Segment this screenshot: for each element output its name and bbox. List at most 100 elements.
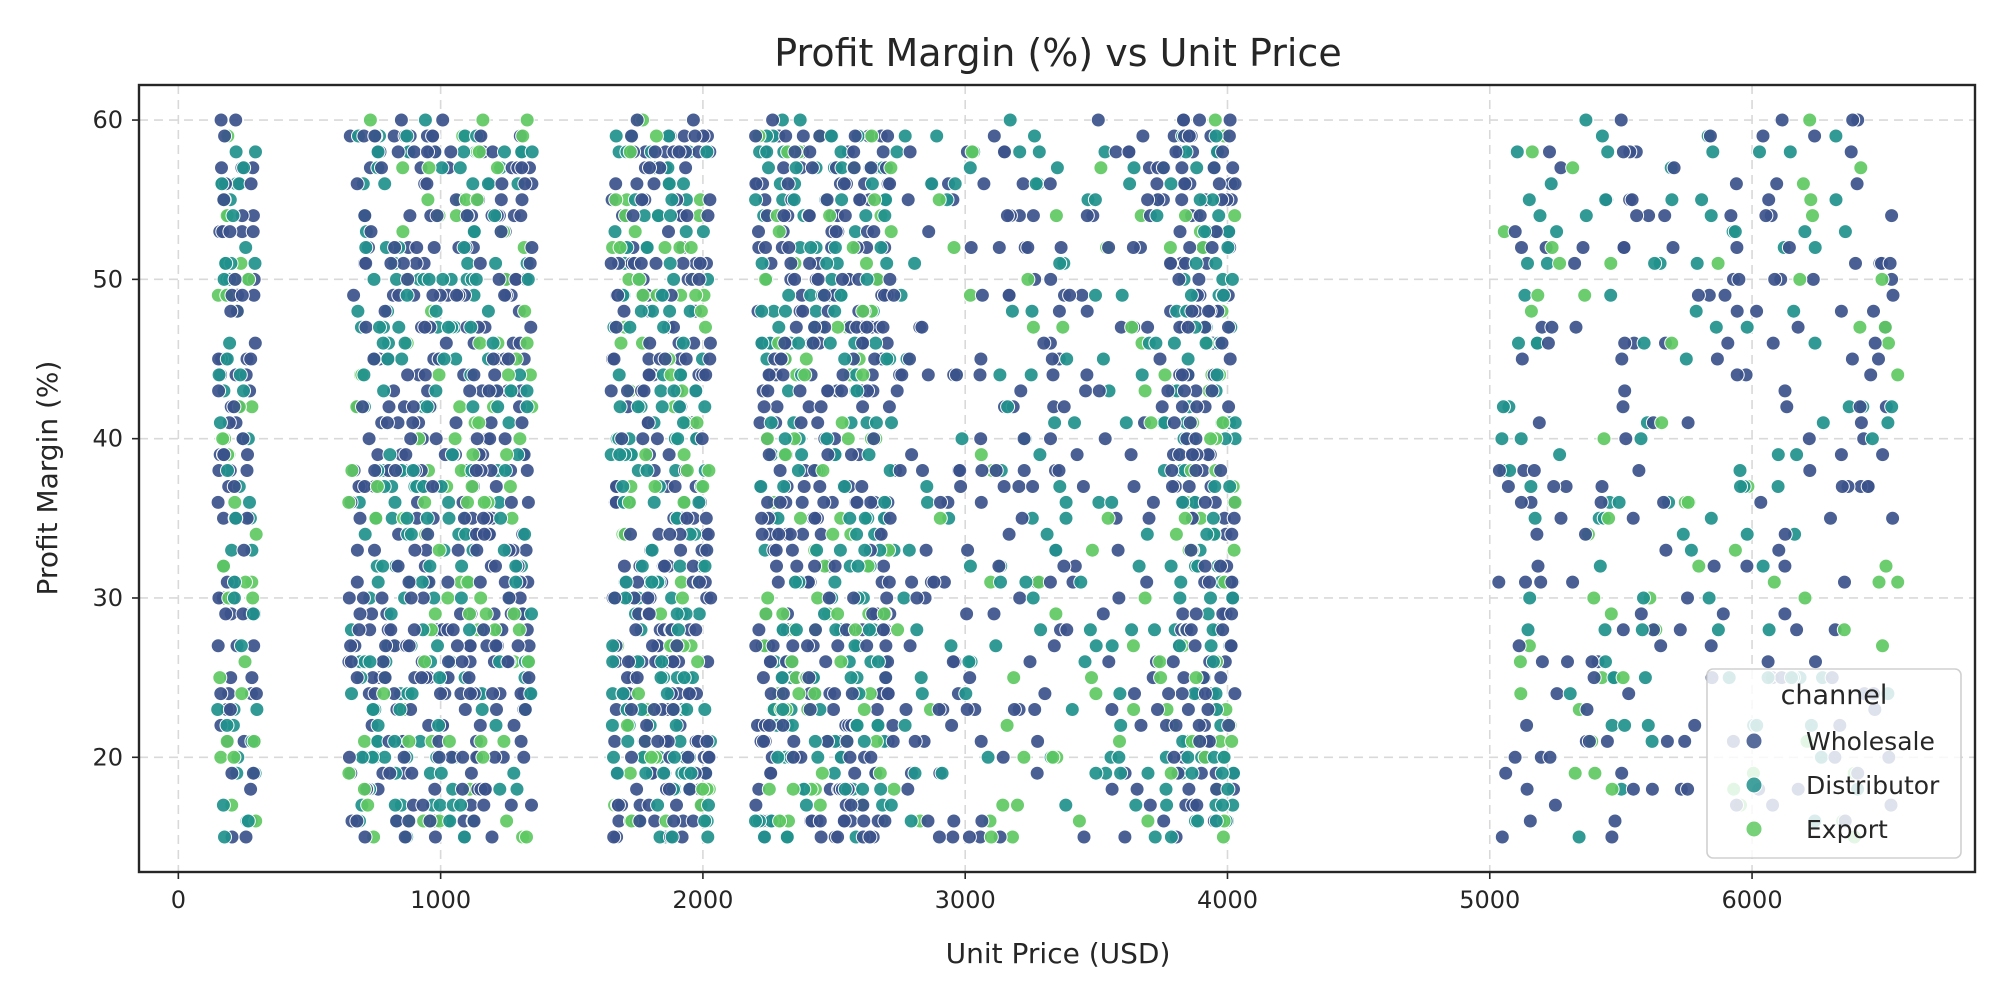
data-point-distributor <box>1126 160 1142 176</box>
data-point-distributor <box>659 686 675 702</box>
data-point-export <box>1766 574 1782 590</box>
data-point-distributor <box>1495 399 1511 415</box>
data-point-wholesale <box>1129 781 1145 797</box>
data-point-export <box>1795 176 1811 192</box>
data-point-wholesale <box>1221 128 1237 144</box>
data-point-export <box>608 192 624 208</box>
data-point-wholesale <box>1723 208 1739 224</box>
data-point-wholesale <box>635 431 651 447</box>
data-point-distributor <box>1807 240 1823 255</box>
data-point-wholesale <box>835 271 850 287</box>
data-point-distributor <box>691 494 707 510</box>
data-point-wholesale <box>1161 686 1177 702</box>
data-point-wholesale <box>1656 494 1672 510</box>
data-point-distributor <box>399 287 415 303</box>
data-point-wholesale <box>702 192 718 208</box>
data-point-wholesale <box>1653 638 1669 654</box>
data-point-distributor <box>463 319 479 335</box>
data-point-wholesale <box>397 829 413 845</box>
data-point-distributor <box>605 654 621 670</box>
data-point-wholesale <box>642 335 658 351</box>
data-point-wholesale <box>1180 702 1196 717</box>
data-point-wholesale <box>1164 463 1180 478</box>
data-point-wholesale <box>378 638 394 654</box>
data-point-wholesale <box>1176 383 1192 399</box>
data-point-wholesale <box>902 144 918 160</box>
data-point-distributor <box>1828 128 1844 144</box>
data-point-wholesale <box>226 399 242 415</box>
data-point-wholesale <box>396 749 412 765</box>
data-point-wholesale <box>1016 463 1032 478</box>
data-point-wholesale <box>629 112 645 128</box>
data-point-wholesale <box>963 240 979 255</box>
data-point-wholesale <box>1191 717 1207 733</box>
data-point-wholesale <box>830 829 846 845</box>
data-point-distributor <box>697 558 713 574</box>
data-point-wholesale <box>634 192 650 208</box>
data-point-wholesale <box>222 702 238 717</box>
data-point-wholesale <box>1045 367 1061 383</box>
data-point-wholesale <box>882 271 898 287</box>
data-point-wholesale <box>827 558 843 574</box>
data-point-wholesale <box>1036 335 1052 351</box>
data-point-export <box>506 606 522 622</box>
data-point-wholesale <box>1758 208 1774 224</box>
data-point-wholesale <box>521 670 537 686</box>
data-point-distributor <box>1733 479 1748 494</box>
data-point-distributor <box>453 590 469 606</box>
data-point-wholesale <box>489 702 504 717</box>
data-point-export <box>1071 813 1087 829</box>
data-point-wholesale <box>425 128 441 144</box>
data-point-wholesale <box>1197 686 1213 702</box>
data-point-distributor <box>399 510 415 526</box>
data-point-export <box>759 431 775 447</box>
data-point-wholesale <box>404 765 420 781</box>
data-point-wholesale <box>772 463 788 478</box>
data-point-distributor <box>387 733 403 749</box>
data-point-wholesale <box>624 749 639 765</box>
data-point-distributor <box>650 797 666 813</box>
data-point-wholesale <box>603 255 619 271</box>
data-point-wholesale <box>1866 303 1881 319</box>
data-point-wholesale <box>765 638 781 654</box>
data-point-wholesale <box>698 367 714 383</box>
data-point-wholesale <box>355 590 371 606</box>
data-point-distributor <box>1532 208 1548 224</box>
data-point-distributor <box>879 255 895 271</box>
data-point-distributor <box>236 383 251 399</box>
data-point-wholesale <box>426 240 442 255</box>
data-point-export <box>995 797 1011 813</box>
data-point-wholesale <box>472 574 488 590</box>
data-point-wholesale <box>610 797 626 813</box>
data-point-wholesale <box>491 271 507 287</box>
data-point-wholesale <box>1174 192 1190 208</box>
data-point-wholesale <box>1729 303 1745 319</box>
data-point-distributor <box>248 144 263 160</box>
data-point-wholesale <box>469 542 485 558</box>
data-point-wholesale <box>802 255 818 271</box>
data-point-distributor <box>827 303 843 319</box>
data-point-wholesale <box>780 176 796 192</box>
data-point-wholesale <box>349 670 365 686</box>
data-point-wholesale <box>429 208 445 224</box>
data-point-wholesale <box>633 255 649 271</box>
data-point-wholesale <box>1553 510 1569 526</box>
data-point-wholesale <box>1197 558 1213 574</box>
data-point-wholesale <box>931 829 947 845</box>
data-point-distributor <box>837 351 853 367</box>
data-point-wholesale <box>1739 558 1755 574</box>
data-point-wholesale <box>450 542 466 558</box>
data-point-wholesale <box>1149 176 1165 192</box>
data-point-wholesale <box>830 638 846 654</box>
data-point-export <box>1112 733 1127 749</box>
data-point-wholesale <box>1777 558 1793 574</box>
data-point-distributor <box>496 542 512 558</box>
data-point-distributor <box>488 255 504 271</box>
data-point-wholesale <box>1507 224 1523 240</box>
data-point-export <box>676 494 692 510</box>
data-point-distributor <box>519 399 535 415</box>
data-point-distributor <box>232 367 248 383</box>
data-point-distributor <box>662 303 678 319</box>
data-point-distributor <box>1208 128 1224 144</box>
data-point-wholesale <box>1526 463 1542 478</box>
